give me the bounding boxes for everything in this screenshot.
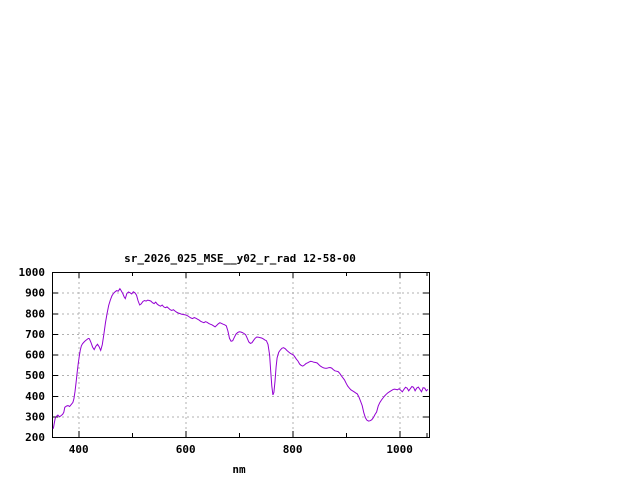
spectrum-line	[52, 287, 429, 429]
x-axis-label: nm	[232, 463, 246, 476]
chart-title: sr_2026_025_MSE__y02_r_rad 12-58-00	[124, 252, 356, 265]
tick-label: 200	[25, 431, 45, 444]
tick-label: 1000	[19, 266, 46, 279]
y-tick-labels: 200 300 400 500 600 700 800 900 1000	[19, 266, 46, 444]
tick-marks	[52, 272, 429, 438]
tick-label: 800	[25, 307, 45, 320]
x-tick-labels: 400 600 800 1000	[69, 443, 413, 456]
spectrum-curve	[52, 287, 429, 429]
grid-lines	[52, 272, 429, 437]
tick-label: 900	[25, 287, 45, 300]
tick-label: 600	[176, 443, 196, 456]
tick-label: 500	[25, 369, 45, 382]
tick-label: 700	[25, 328, 45, 341]
tick-label: 600	[25, 349, 45, 362]
tick-label: 400	[69, 443, 89, 456]
tick-label: 300	[25, 410, 45, 423]
tick-label: 1000	[386, 443, 413, 456]
tick-label: 800	[283, 443, 303, 456]
tick-label: 400	[25, 390, 45, 403]
